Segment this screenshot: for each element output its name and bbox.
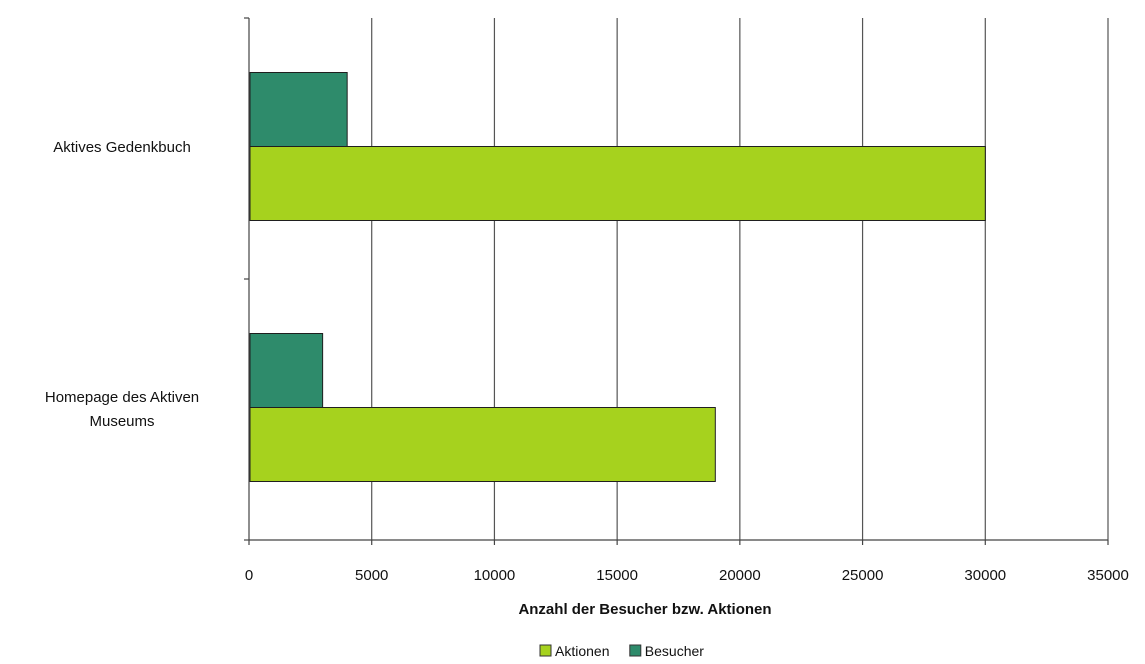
legend-label-besucher: Besucher	[645, 643, 704, 659]
legend: Aktionen Besucher	[539, 643, 704, 659]
bar-besucher-1	[249, 333, 324, 408]
x-tick-labels: 0 5000 10000 15000 20000 25000 30000 35000	[245, 567, 1129, 584]
x-tick-label: 10000	[474, 567, 516, 584]
x-tick-label: 0	[245, 567, 253, 584]
x-tick-label: 25000	[842, 567, 884, 584]
legend-label-aktionen: Aktionen	[555, 643, 609, 659]
bar-besucher-0	[249, 72, 348, 147]
category-label: Homepage des Aktiven	[45, 389, 199, 406]
legend-swatch-besucher	[629, 644, 642, 657]
x-tick-label: 15000	[596, 567, 638, 584]
x-axis-title: Anzahl der Besucher bzw. Aktionen	[518, 601, 771, 618]
x-tick-label: 35000	[1087, 567, 1129, 584]
bar-aktionen-0	[249, 146, 986, 221]
x-tick-label: 5000	[355, 567, 388, 584]
x-tick-label: 30000	[964, 567, 1006, 584]
category-label: Aktives Gedenkbuch	[53, 139, 191, 156]
legend-swatch-aktionen	[539, 644, 552, 657]
gridlines	[371, 18, 1109, 540]
category-labels: Aktives Gedenkbuch Homepage des Aktiven Mu…	[45, 139, 199, 430]
axes	[244, 17, 1109, 545]
bars	[249, 72, 986, 482]
x-tick-label: 20000	[719, 567, 761, 584]
category-label: Museums	[89, 413, 154, 430]
bar-aktionen-1	[249, 407, 716, 482]
